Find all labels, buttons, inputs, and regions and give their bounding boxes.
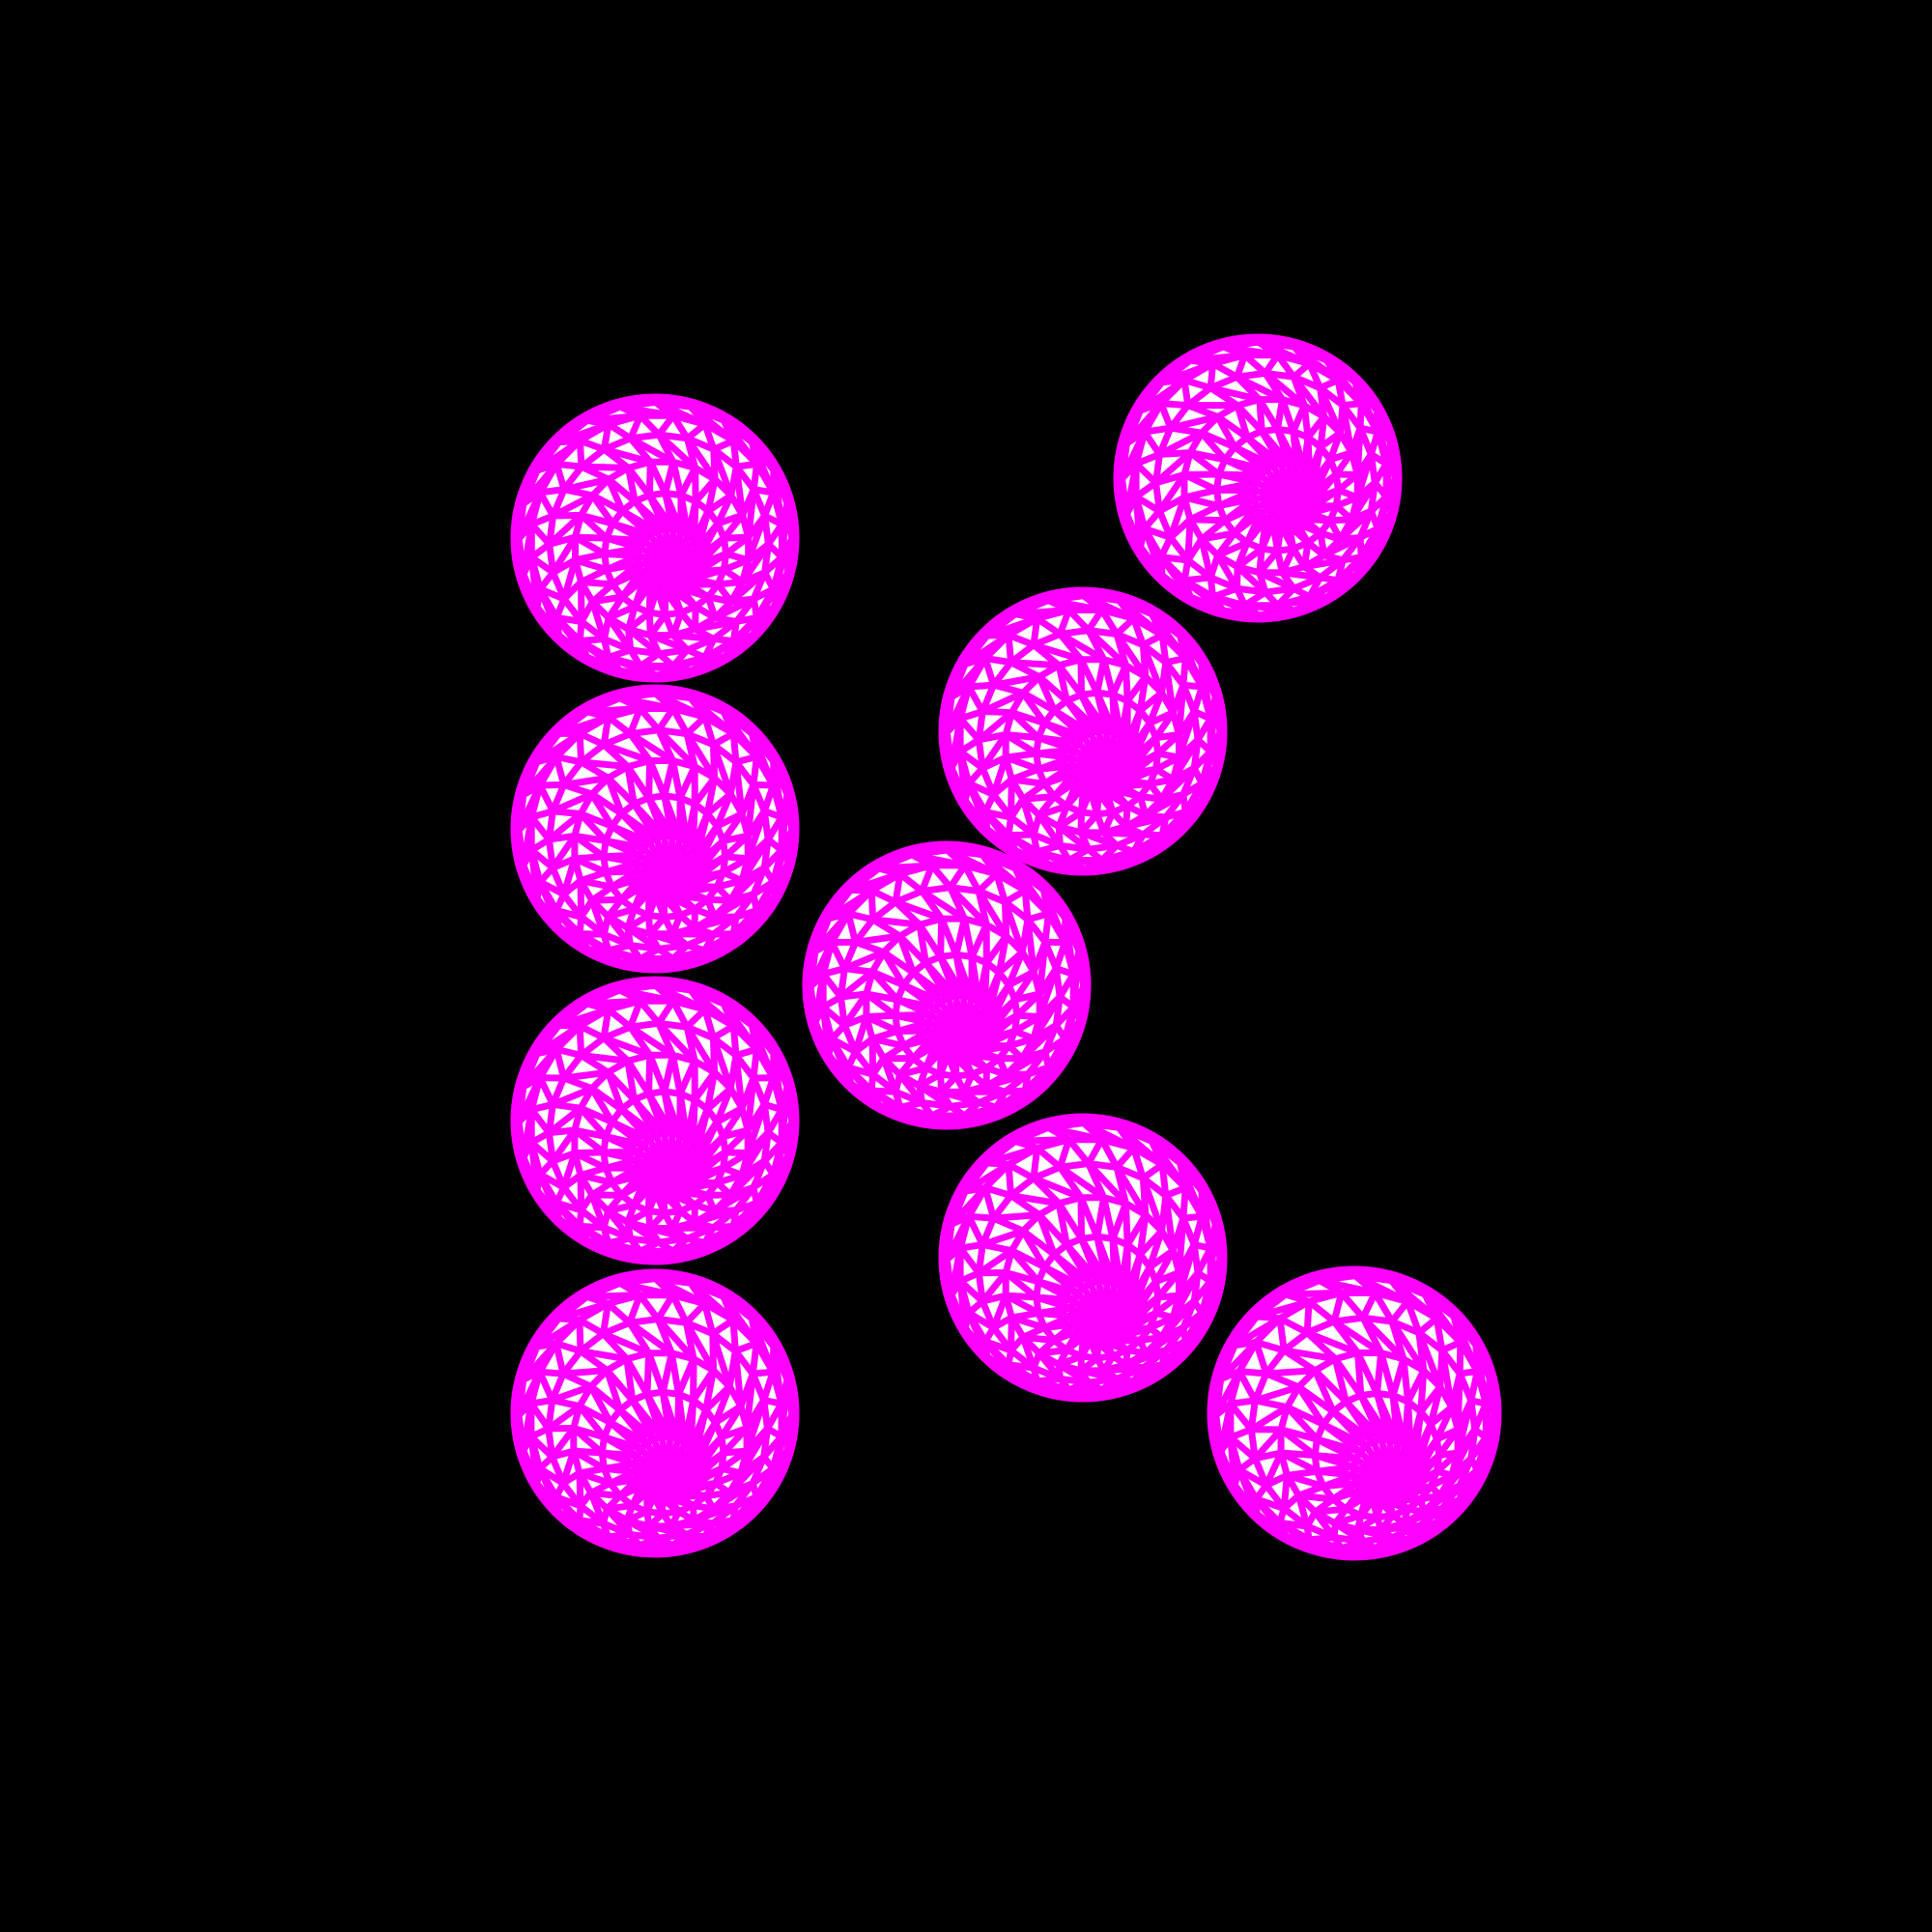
sphere-outline bbox=[802, 840, 1092, 1130]
sphere-outline bbox=[510, 393, 800, 683]
wireframe-sphere bbox=[802, 840, 1092, 1130]
wireframe-sphere bbox=[938, 586, 1228, 876]
wireframe-sphere bbox=[510, 1268, 800, 1558]
sphere-group bbox=[510, 333, 1502, 1561]
sphere-outline bbox=[510, 1268, 800, 1558]
wireframe-sphere bbox=[938, 1113, 1228, 1403]
sphere-outline bbox=[510, 976, 800, 1265]
wireframe-sphere bbox=[1113, 333, 1403, 623]
sphere-outline bbox=[510, 684, 800, 974]
sphere-outline bbox=[938, 1113, 1228, 1403]
wireframe-sphere bbox=[510, 684, 800, 974]
wireframe-sphere bbox=[1207, 1265, 1502, 1561]
sphere-outline bbox=[1207, 1265, 1502, 1561]
wireframe-sphere bbox=[510, 976, 800, 1265]
sphere-outline bbox=[1113, 333, 1403, 623]
wireframe-sphere bbox=[510, 393, 800, 683]
sphere-outline bbox=[938, 586, 1228, 876]
